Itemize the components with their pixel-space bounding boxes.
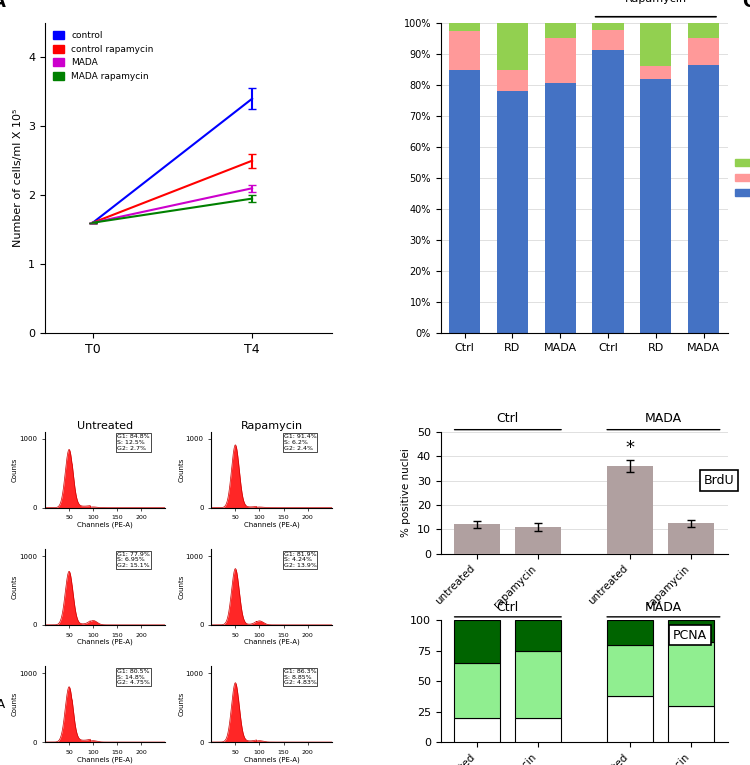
X-axis label: Channels (PE-A): Channels (PE-A) [77, 639, 133, 646]
Text: A: A [0, 0, 6, 11]
Bar [592, 50, 623, 333]
Text: G1: 81.9%
S: 4.24%
G2: 13.9%: G1: 81.9% S: 4.24% G2: 13.9% [284, 552, 316, 568]
Y-axis label: % positive nuclei: % positive nuclei [401, 448, 411, 537]
Y-axis label: Counts: Counts [178, 575, 184, 599]
Text: C: C [742, 0, 750, 11]
Bar [592, 31, 623, 50]
Bar [607, 466, 652, 554]
Title: Untreated: Untreated [77, 422, 134, 431]
Text: G1: 80.5%
S: 14.8%
G2: 4.75%: G1: 80.5% S: 14.8% G2: 4.75% [117, 669, 150, 685]
Bar [544, 23, 576, 37]
Legend: G2, S, G1: G2, S, G1 [731, 155, 750, 202]
Bar [607, 645, 652, 696]
Text: MADA: MADA [0, 698, 6, 711]
Bar [688, 38, 719, 66]
Y-axis label: Number of cells/ml X 10⁵: Number of cells/ml X 10⁵ [13, 109, 22, 247]
Legend: control, control rapamycin, MADA, MADA rapamycin: control, control rapamycin, MADA, MADA r… [50, 28, 158, 85]
Text: *: * [626, 439, 634, 457]
Bar [640, 79, 671, 333]
Bar [668, 705, 714, 742]
Text: G1: 77.9%
S: 6.95%
G2: 15.1%: G1: 77.9% S: 6.95% G2: 15.1% [117, 552, 150, 568]
Bar [607, 620, 652, 645]
Bar [515, 527, 561, 554]
Bar [515, 620, 561, 651]
Text: MADA: MADA [645, 601, 682, 614]
Text: G1: 86.3%
S: 8.85%
G2: 4.83%: G1: 86.3% S: 8.85% G2: 4.83% [284, 669, 316, 685]
Y-axis label: Counts: Counts [12, 692, 18, 717]
X-axis label: Channels (PE-A): Channels (PE-A) [77, 522, 133, 528]
Text: Ctrl: Ctrl [496, 601, 519, 614]
Bar [449, 23, 480, 31]
Bar [668, 523, 714, 554]
Bar [497, 70, 528, 92]
Bar [640, 23, 671, 66]
Bar [454, 525, 500, 554]
Bar [497, 92, 528, 333]
Text: G1: 91.4%
S: 6.2%
G2: 2.4%: G1: 91.4% S: 6.2% G2: 2.4% [284, 435, 316, 451]
Y-axis label: Counts: Counts [178, 457, 184, 482]
Text: BrdU: BrdU [704, 474, 734, 487]
Bar [449, 70, 480, 333]
Y-axis label: Counts: Counts [12, 457, 18, 482]
X-axis label: Channels (PE-A): Channels (PE-A) [244, 756, 299, 763]
Text: PCNA: PCNA [674, 629, 707, 642]
Bar [454, 620, 500, 663]
Bar [592, 23, 623, 31]
Bar [544, 83, 576, 333]
Bar [515, 651, 561, 718]
Title: Rapamycin: Rapamycin [241, 422, 302, 431]
Bar [454, 718, 500, 742]
Y-axis label: Counts: Counts [178, 692, 184, 717]
Bar [515, 718, 561, 742]
Bar [544, 37, 576, 83]
Bar [640, 66, 671, 79]
X-axis label: Channels (PE-A): Channels (PE-A) [77, 756, 133, 763]
Bar [668, 620, 714, 643]
Bar [668, 643, 714, 705]
Text: G1: 84.8%
S: 12.5%
G2: 2.7%: G1: 84.8% S: 12.5% G2: 2.7% [117, 435, 150, 451]
Text: Ctrl: Ctrl [496, 412, 519, 425]
X-axis label: Channels (PE-A): Channels (PE-A) [244, 522, 299, 528]
Bar [449, 31, 480, 70]
Y-axis label: Counts: Counts [12, 575, 18, 599]
Bar [688, 66, 719, 333]
Text: MADA: MADA [645, 412, 682, 425]
Bar [454, 663, 500, 718]
X-axis label: Channels (PE-A): Channels (PE-A) [244, 639, 299, 646]
Bar [497, 23, 528, 70]
Bar [688, 23, 719, 38]
Bar [607, 696, 652, 742]
Text: Rapamycin: Rapamycin [625, 0, 687, 5]
